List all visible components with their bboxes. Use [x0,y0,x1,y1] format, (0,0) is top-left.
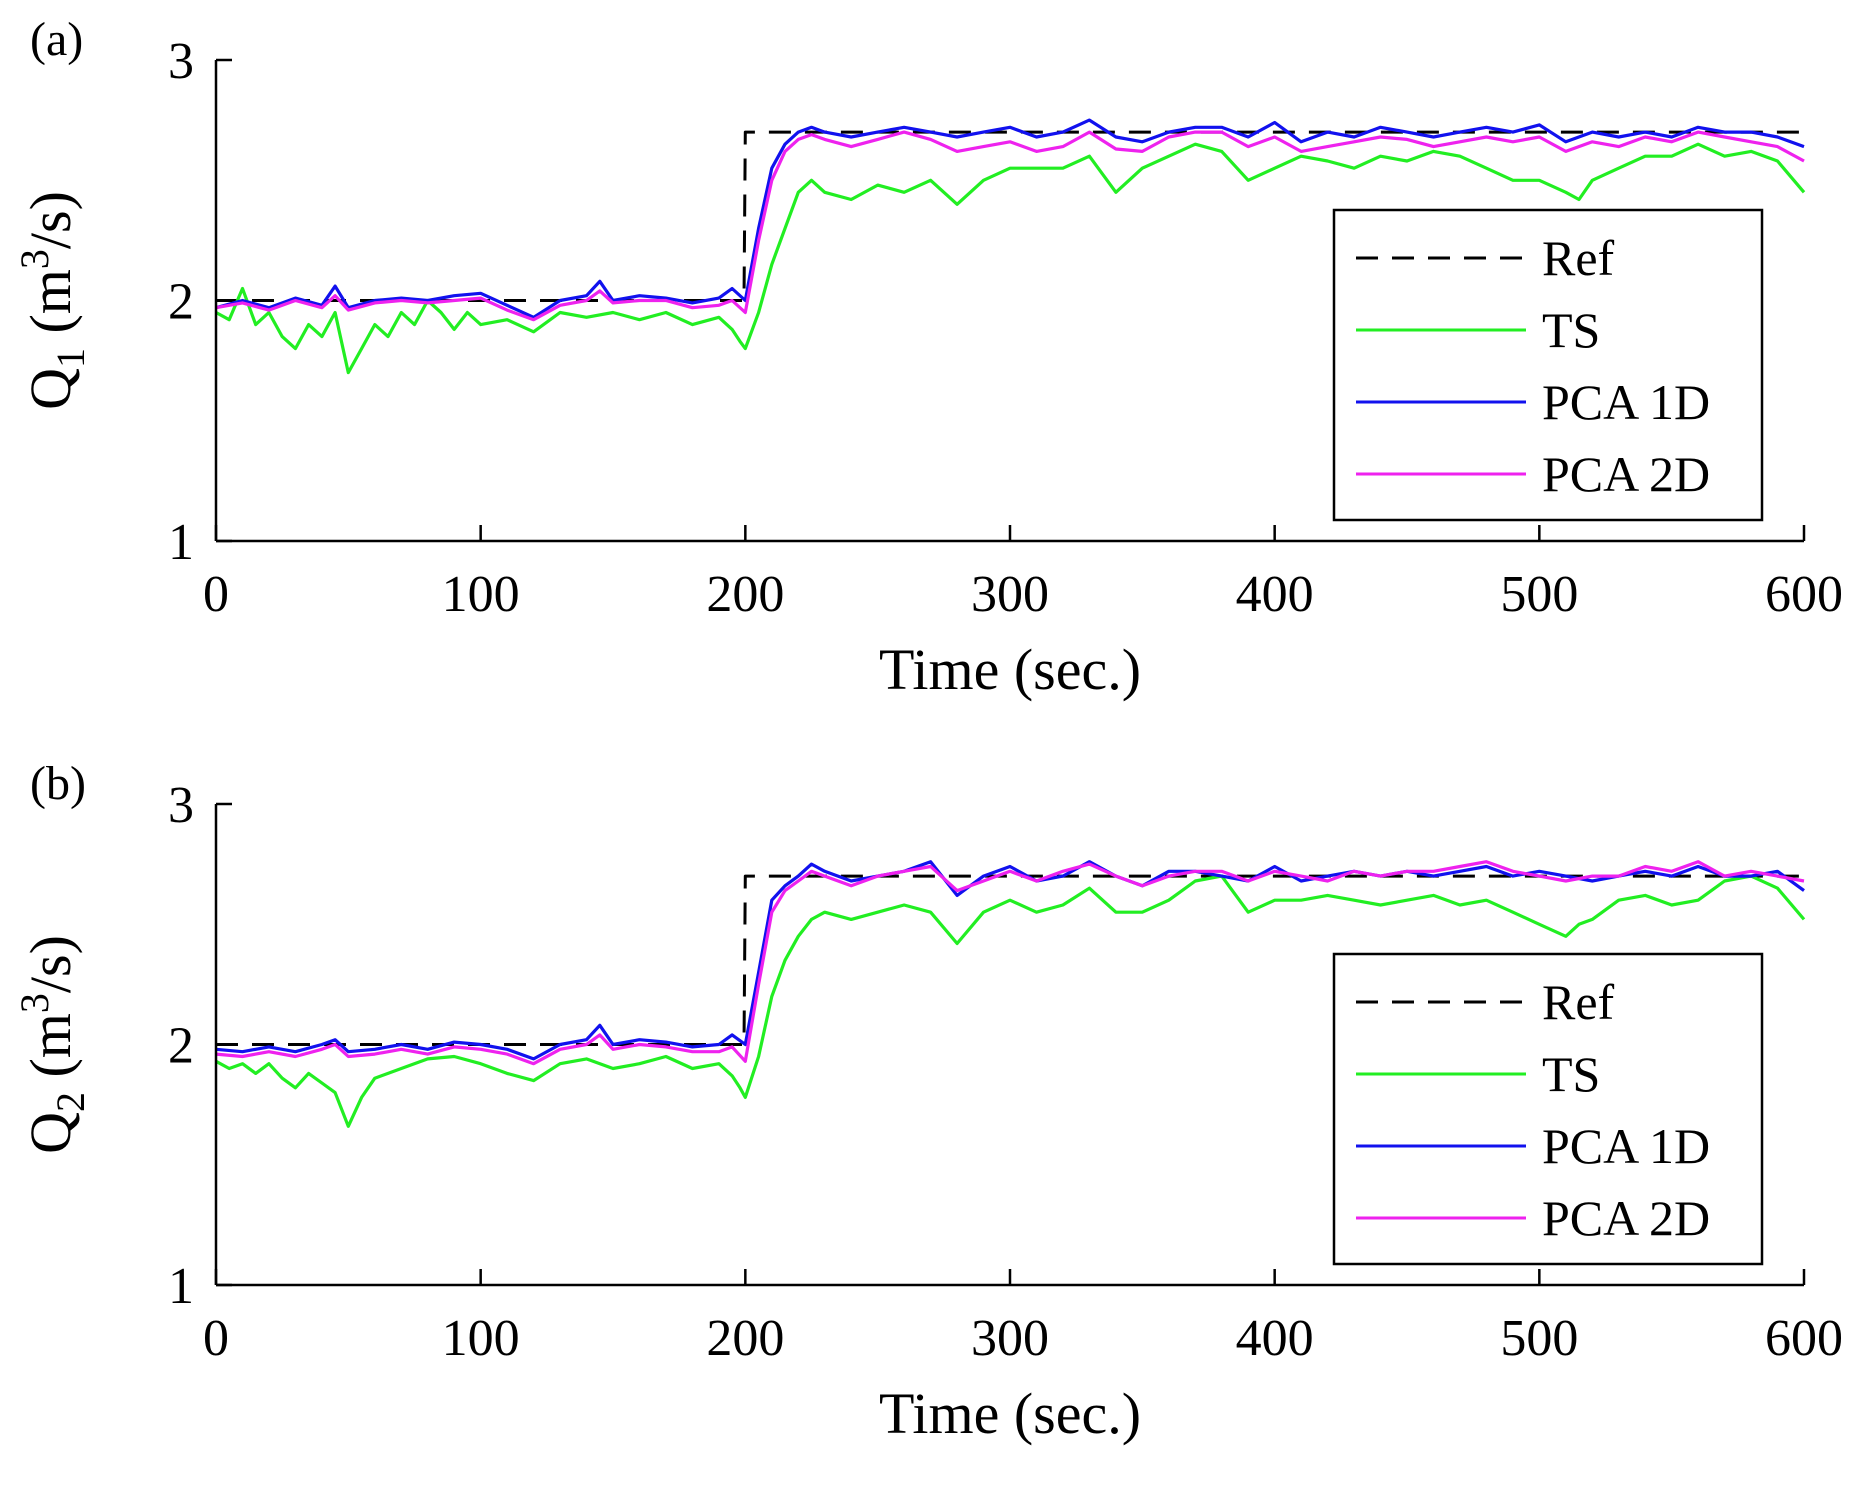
legend: Ref TS PCA 1D PCA 2D [1332,208,1764,522]
x-tick-label: 100 [442,1310,520,1367]
legend-label: Ref [1542,974,1615,1030]
x-tick-label: 100 [442,566,520,623]
x-tick-label: 300 [971,1310,1049,1367]
x-tick-label: 400 [1236,1310,1314,1367]
panel-label: (a) [30,13,83,66]
legend-label: PCA 2D [1542,1190,1710,1246]
legend-label: PCA 1D [1542,1118,1710,1174]
legend-box [1332,208,1764,522]
legend-label: PCA 1D [1542,374,1710,430]
y-axis-title: Q2 (m3/s) [12,935,93,1154]
y-tick-label: 3 [168,33,194,90]
panel-b: 0 100 200 300 400 500 600 1 2 3 Time (sec.) Q2 (m3/… [12,757,1843,1446]
series-line-pca-2d [215,860,1805,1066]
y-tick-label: 2 [168,1018,194,1075]
series-line-ts [215,142,1806,375]
x-tick-label: 0 [203,566,229,623]
x-tick-label: 500 [1500,1310,1578,1367]
series-line-ts [215,874,1806,1128]
x-tick-label: 600 [1765,1310,1843,1367]
legend-label: Ref [1542,230,1615,286]
x-tick-label: 200 [706,566,784,623]
x-tick-label: 0 [203,1310,229,1367]
legend-label: TS [1542,1046,1600,1102]
x-axis-title: Time (sec.) [879,637,1141,702]
y-axis-title: Q1 (m3/s) [12,191,93,410]
series-line-pca-2d [215,130,1805,322]
legend-box [1332,952,1764,1266]
x-tick-label: 300 [971,566,1049,623]
x-tick-label: 600 [1765,566,1843,623]
series-line-ref [216,130,1804,302]
x-tick-label: 500 [1500,566,1578,623]
x-tick-label: 400 [1236,566,1314,623]
y-tick-label: 3 [168,777,194,834]
x-axis-title: Time (sec.) [879,1381,1141,1446]
y-tick-label: 1 [168,1258,194,1315]
legend: Ref TS PCA 1D PCA 2D [1332,952,1764,1266]
legend-label: TS [1542,302,1600,358]
panel-a: 0 100 200 300 400 500 600 1 2 3 Time (sec.) Q1 (m3/… [12,13,1843,702]
series-line-pca-1d [215,118,1805,319]
series-line-pca-1d [215,860,1805,1061]
legend-label: PCA 2D [1542,446,1710,502]
y-tick-label: 1 [168,514,194,571]
panel-label: (b) [30,757,86,810]
y-tick-label: 2 [168,274,194,331]
x-tick-label: 200 [706,1310,784,1367]
